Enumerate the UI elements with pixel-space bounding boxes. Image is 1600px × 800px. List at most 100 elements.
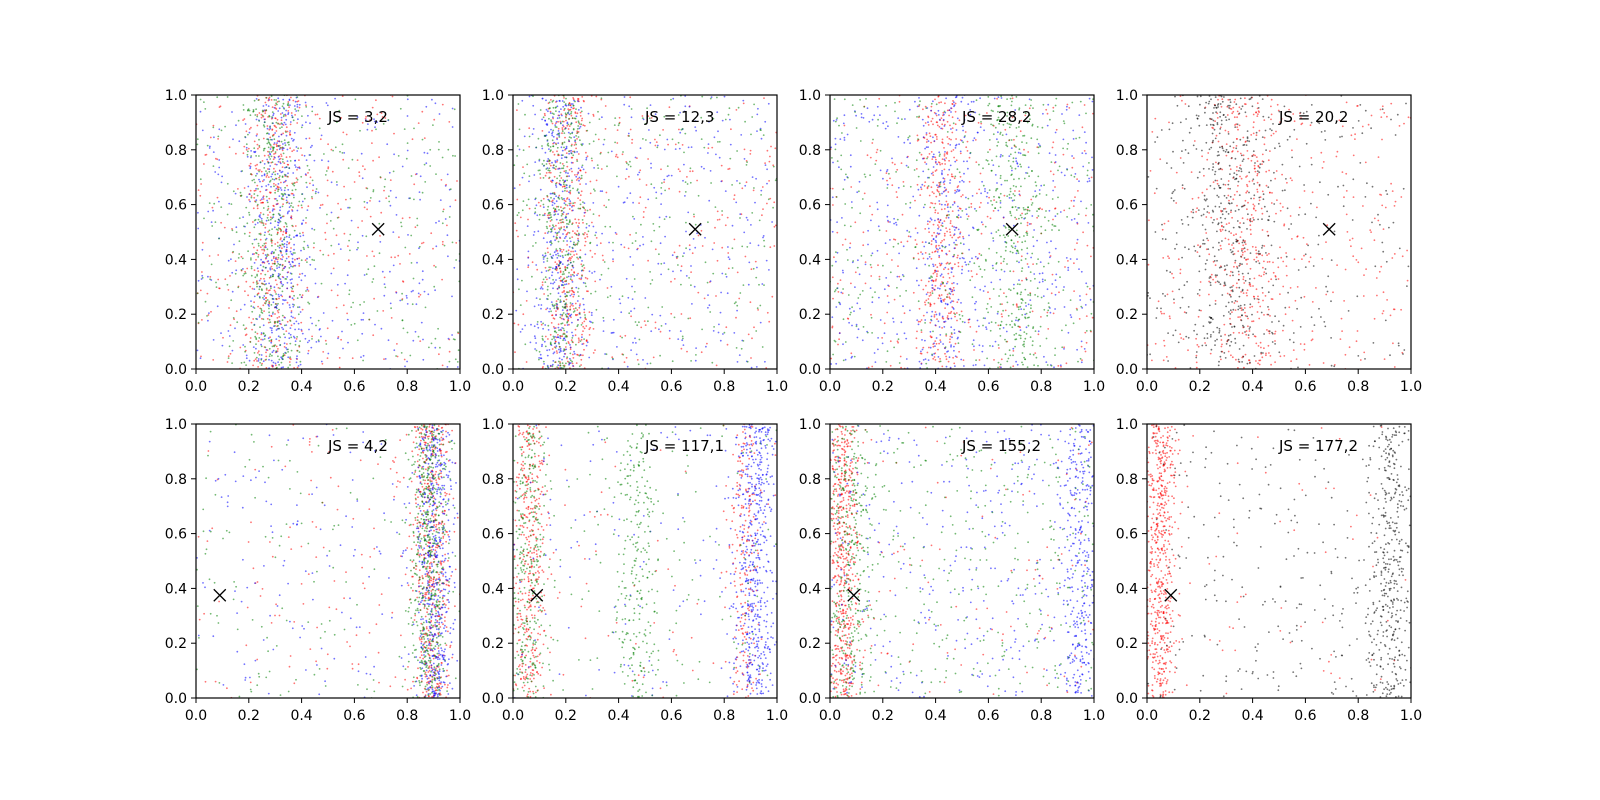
data-point	[1026, 263, 1029, 265]
data-point	[556, 257, 559, 259]
data-point	[264, 297, 267, 299]
data-point	[559, 179, 561, 182]
data-point	[317, 319, 320, 322]
data-point	[276, 258, 279, 261]
data-point	[570, 161, 573, 164]
data-point	[302, 246, 305, 249]
data-point	[334, 97, 336, 100]
data-point	[832, 204, 834, 206]
data-point	[854, 221, 857, 224]
data-point	[264, 245, 267, 247]
data-point	[558, 227, 560, 230]
data-point	[768, 320, 771, 323]
data-point	[294, 317, 296, 319]
data-point	[679, 131, 682, 134]
data-point	[886, 183, 889, 186]
data-point	[432, 124, 434, 126]
data-point	[552, 207, 555, 210]
data-point	[648, 129, 650, 131]
data-point	[260, 338, 262, 341]
data-point	[434, 289, 436, 292]
data-point	[687, 211, 690, 214]
data-point	[873, 352, 876, 354]
data-point	[720, 291, 722, 294]
data-point	[547, 285, 549, 288]
data-point	[295, 361, 298, 364]
data-point	[286, 281, 289, 284]
data-point	[709, 97, 712, 100]
data-point	[988, 297, 991, 300]
data-point	[945, 217, 948, 219]
data-point	[949, 231, 951, 234]
data-point	[831, 196, 834, 199]
data-point	[553, 175, 556, 178]
data-point	[689, 167, 692, 170]
data-point	[555, 279, 557, 281]
data-point	[644, 297, 647, 299]
data-point	[900, 278, 902, 281]
data-point	[294, 114, 296, 116]
data-point	[1028, 107, 1031, 110]
data-point	[268, 114, 271, 117]
data-point	[577, 226, 580, 229]
data-point	[974, 308, 977, 311]
data-point	[745, 181, 748, 184]
data-point	[196, 292, 199, 295]
data-point	[257, 358, 260, 360]
data-point	[279, 113, 282, 115]
data-point	[927, 280, 930, 283]
y-tick-label: 0.6	[165, 198, 187, 214]
data-point	[252, 221, 254, 223]
data-point	[584, 171, 587, 174]
data-point	[252, 318, 255, 320]
data-point	[254, 114, 257, 116]
data-point	[946, 120, 949, 123]
data-point	[641, 115, 644, 117]
data-point	[411, 303, 414, 306]
data-point	[1024, 114, 1027, 117]
data-point	[588, 224, 591, 227]
data-point	[300, 259, 303, 262]
data-point	[217, 135, 220, 138]
data-point	[835, 362, 838, 365]
data-point	[260, 116, 263, 119]
data-point	[560, 227, 562, 230]
data-point	[291, 265, 294, 268]
data-point	[592, 352, 595, 354]
data-point	[276, 321, 279, 324]
data-point	[935, 247, 938, 250]
data-point	[749, 301, 752, 304]
data-point	[930, 257, 933, 260]
data-point	[294, 225, 297, 227]
data-point	[269, 218, 272, 221]
data-point	[565, 219, 568, 222]
data-point	[566, 204, 569, 207]
data-point	[614, 141, 616, 144]
data-point	[1018, 190, 1021, 193]
data-point	[242, 344, 245, 346]
data-point	[718, 218, 721, 221]
data-point	[208, 312, 210, 314]
data-point	[551, 161, 553, 164]
data-point	[922, 257, 925, 260]
data-point	[292, 290, 295, 293]
data-point	[1049, 256, 1051, 259]
data-point	[258, 112, 261, 114]
data-point	[541, 163, 544, 165]
data-point	[308, 137, 311, 140]
data-point	[573, 204, 575, 207]
data-point	[966, 140, 969, 143]
data-point	[569, 253, 572, 256]
data-point	[276, 199, 279, 202]
data-point	[742, 284, 745, 286]
data-point	[291, 278, 293, 280]
data-point	[272, 255, 275, 258]
data-point	[371, 281, 374, 283]
data-point	[900, 241, 903, 244]
data-point	[569, 240, 572, 243]
data-point	[759, 129, 762, 131]
data-point	[926, 291, 929, 294]
data-point	[642, 138, 644, 140]
data-point	[418, 295, 420, 298]
data-point	[265, 132, 268, 135]
